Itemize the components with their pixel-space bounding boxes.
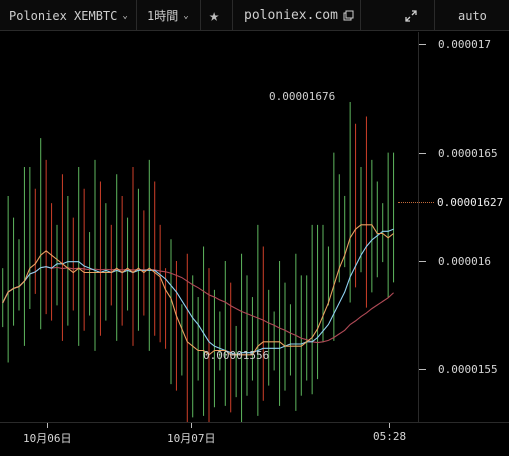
time-label-1: 10月07日 [167,432,216,445]
expand-icon[interactable] [404,0,418,31]
fullscreen-icon [405,9,417,22]
time-label-2: 05:28 [373,430,407,443]
interval-selector[interactable]: 1時間 ⌄ [147,0,189,31]
price-label-2: 0.000016 [438,255,491,268]
interval-label: 1時間 [147,9,179,23]
current-price-line [398,202,434,203]
time-label-0: 10月06日 [23,432,72,445]
site-link-label: poloniex.com [244,8,338,23]
price-label-3: 0.0000155 [438,363,498,376]
ma-fast-line [2,224,394,356]
symbol-selector[interactable]: Poloniex XEMBTC ⌄ [9,0,128,31]
low-price-label: 0.00001556 [203,349,270,362]
candlestick-chart [2,102,395,433]
price-axis[interactable] [418,32,509,422]
external-link-icon [343,10,354,21]
price-label-0: 0.000017 [438,38,491,51]
scale-mode-label: auto [458,8,487,23]
scale-mode-button[interactable]: auto [458,0,487,31]
ma-mid-line [2,228,394,356]
site-link[interactable]: poloniex.com [244,0,354,31]
chevron-down-icon: ⌄ [183,10,189,21]
star-icon[interactable]: ★ [209,5,220,26]
current-price-label: 0.00001627 [437,196,504,209]
time-axis[interactable] [0,422,509,456]
price-chart[interactable] [0,32,418,433]
price-label-1: 0.0000165 [438,147,498,160]
chart-toolbar: Poloniex XEMBTC ⌄ 1時間 ⌄ ★ poloniex.com a… [0,0,509,31]
chevron-down-icon: ⌄ [122,10,128,21]
high-price-label: 0.00001676 [269,90,336,103]
symbol-label: Poloniex XEMBTC [9,8,118,23]
